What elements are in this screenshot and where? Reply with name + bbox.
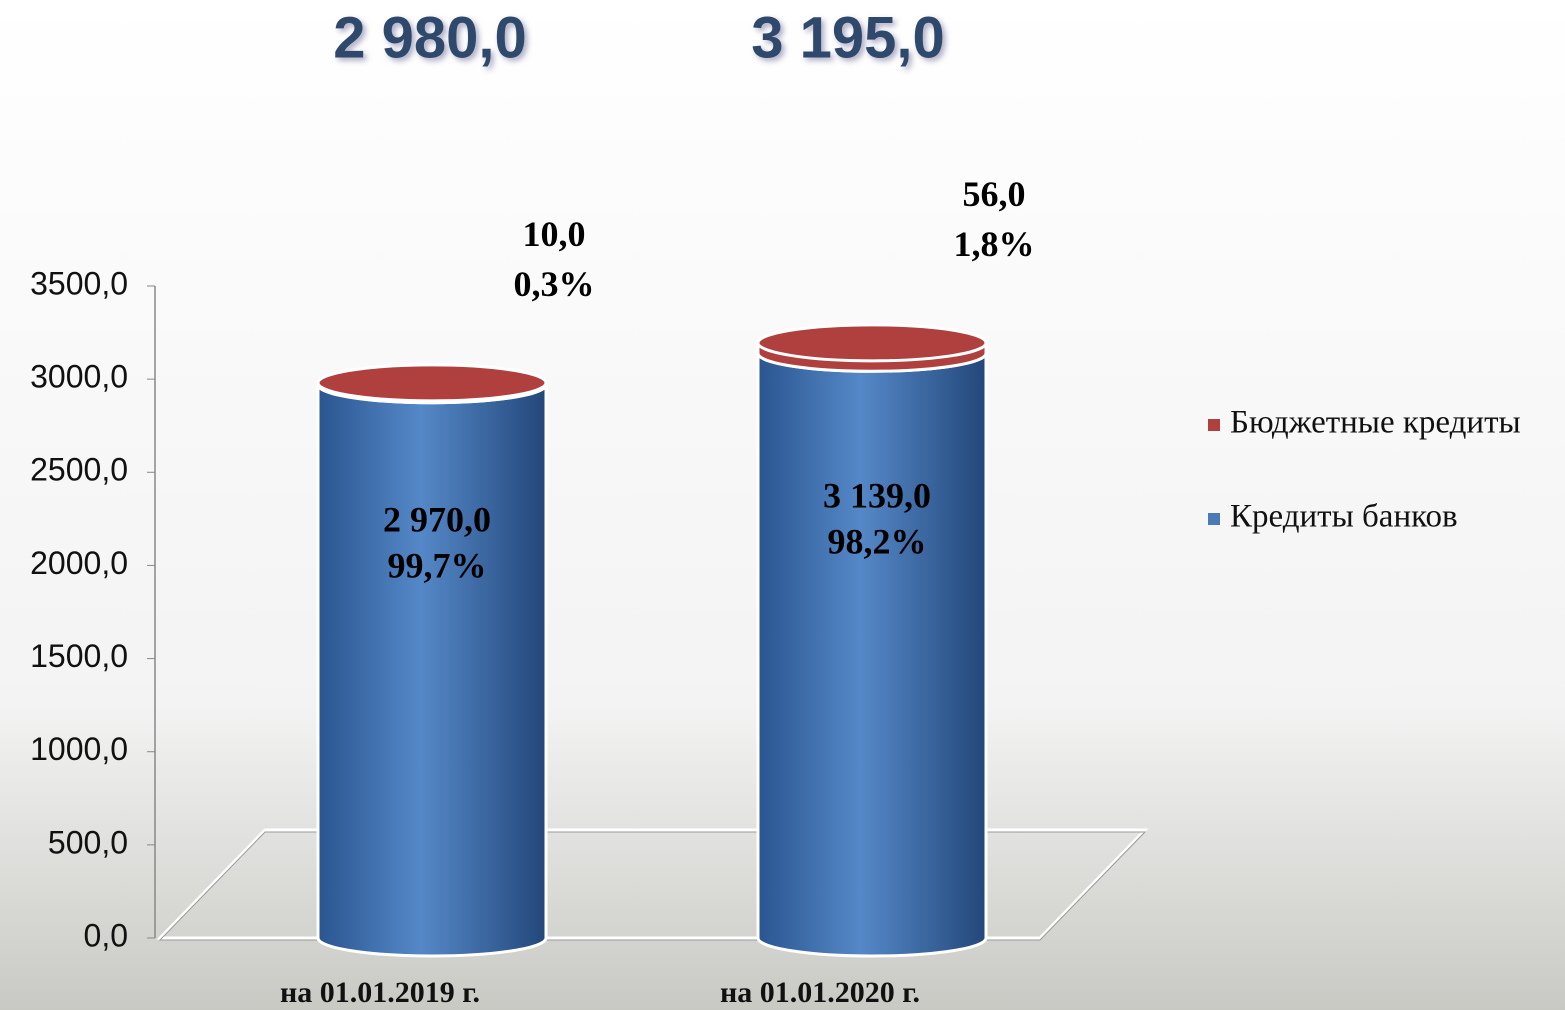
y-tick-label: 2500,0 bbox=[30, 452, 128, 488]
y-tick-label: 1500,0 bbox=[30, 638, 128, 674]
total-label: 2 980,0 bbox=[333, 5, 527, 70]
y-tick-label: 3500,0 bbox=[30, 265, 128, 301]
data-label: 98,2% bbox=[828, 522, 927, 562]
data-label: 0,3% bbox=[514, 264, 595, 304]
cylinder-top bbox=[316, 363, 548, 403]
y-tick-label: 2000,0 bbox=[30, 545, 128, 581]
x-tick-label: на 01.01.2019 г. bbox=[280, 976, 480, 1009]
legend-label: Бюджетные кредиты bbox=[1230, 405, 1521, 441]
x-tick-label: на 01.01.2020 г. bbox=[720, 976, 920, 1009]
y-tick-label: 1000,0 bbox=[30, 731, 128, 767]
legend-swatch bbox=[1208, 419, 1220, 431]
data-label: 99,7% bbox=[388, 545, 487, 585]
total-label: 3 195,0 bbox=[751, 5, 945, 70]
data-label: 2 970,0 bbox=[383, 499, 491, 539]
data-label: 3 139,0 bbox=[823, 476, 931, 516]
legend-label: Кредиты банков bbox=[1230, 499, 1458, 535]
cylinder-top bbox=[756, 323, 988, 363]
floor bbox=[156, 828, 1149, 940]
cylinder-body bbox=[316, 365, 548, 958]
data-label: 1,8% bbox=[954, 224, 1035, 264]
legend-swatch bbox=[1208, 513, 1220, 525]
cylinder-body bbox=[756, 333, 988, 958]
data-label: 56,0 bbox=[963, 174, 1026, 214]
data-label: 10,0 bbox=[523, 214, 586, 254]
floor-edge bbox=[158, 831, 1147, 941]
y-tick-label: 500,0 bbox=[48, 824, 128, 860]
y-tick-label: 0,0 bbox=[84, 917, 128, 953]
y-tick-label: 3000,0 bbox=[30, 359, 128, 395]
